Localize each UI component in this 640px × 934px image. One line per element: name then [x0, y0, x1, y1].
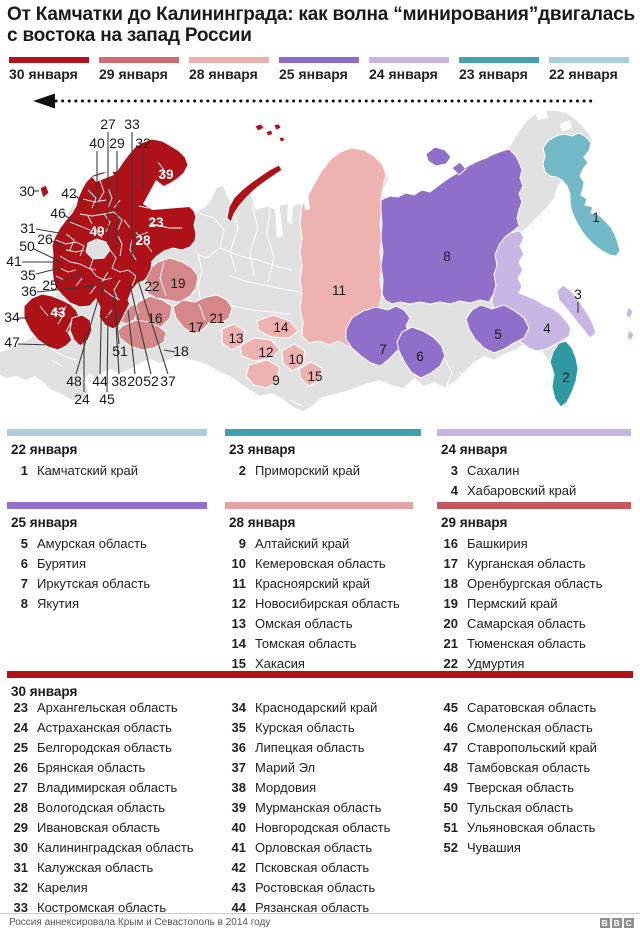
- svg-text:49: 49: [89, 224, 104, 239]
- svg-text:8: 8: [443, 249, 451, 264]
- svg-text:7: 7: [379, 342, 387, 357]
- svg-text:14: 14: [273, 320, 289, 335]
- svg-text:50: 50: [19, 238, 35, 254]
- svg-text:37: 37: [160, 373, 176, 389]
- svg-text:6: 6: [416, 349, 424, 364]
- svg-text:27: 27: [100, 116, 116, 132]
- svg-text:45: 45: [99, 391, 115, 407]
- svg-text:4: 4: [543, 321, 551, 336]
- svg-text:35: 35: [20, 267, 36, 283]
- svg-text:28: 28: [135, 233, 151, 248]
- svg-text:9: 9: [272, 373, 280, 388]
- svg-text:46: 46: [50, 205, 66, 221]
- svg-text:51: 51: [112, 343, 128, 359]
- svg-text:32: 32: [135, 135, 151, 151]
- svg-text:41: 41: [6, 253, 22, 269]
- svg-text:44: 44: [92, 373, 108, 389]
- svg-text:2: 2: [562, 370, 570, 385]
- svg-text:21: 21: [209, 311, 224, 326]
- svg-text:31: 31: [20, 220, 36, 236]
- svg-text:12: 12: [258, 345, 273, 360]
- svg-text:18: 18: [173, 343, 189, 359]
- svg-text:19: 19: [170, 276, 185, 291]
- svg-text:24: 24: [74, 391, 90, 407]
- svg-text:10: 10: [288, 352, 303, 367]
- svg-text:47: 47: [4, 334, 20, 350]
- svg-text:17: 17: [188, 320, 203, 335]
- svg-text:5: 5: [494, 327, 502, 342]
- svg-text:13: 13: [228, 331, 243, 346]
- svg-text:29: 29: [109, 135, 125, 151]
- svg-text:39: 39: [158, 167, 173, 182]
- svg-text:22: 22: [144, 279, 159, 294]
- svg-text:36: 36: [21, 283, 37, 299]
- svg-text:38: 38: [111, 373, 127, 389]
- svg-text:3: 3: [574, 287, 582, 302]
- svg-text:16: 16: [147, 311, 162, 326]
- svg-text:30: 30: [19, 183, 35, 199]
- svg-text:48: 48: [66, 373, 82, 389]
- svg-text:11: 11: [332, 283, 346, 298]
- svg-text:25: 25: [42, 277, 58, 293]
- svg-text:52: 52: [143, 373, 159, 389]
- svg-text:26: 26: [37, 231, 53, 247]
- svg-text:42: 42: [61, 185, 77, 201]
- svg-text:40: 40: [89, 135, 105, 151]
- svg-text:33: 33: [124, 116, 140, 132]
- svg-text:15: 15: [307, 369, 322, 384]
- svg-text:23: 23: [148, 215, 164, 230]
- svg-text:20: 20: [127, 373, 143, 389]
- svg-text:1: 1: [592, 210, 600, 225]
- svg-text:43: 43: [50, 305, 66, 320]
- svg-text:34: 34: [4, 309, 20, 325]
